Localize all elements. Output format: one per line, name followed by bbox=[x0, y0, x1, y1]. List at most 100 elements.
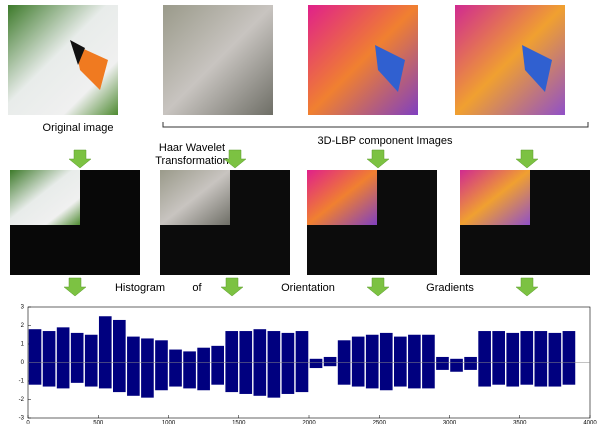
bar bbox=[296, 363, 309, 393]
caption: 3D-LBP component Images bbox=[318, 135, 453, 147]
bar bbox=[282, 333, 295, 363]
bar bbox=[43, 331, 56, 362]
bar bbox=[506, 333, 519, 363]
bar bbox=[141, 338, 154, 362]
bar bbox=[380, 333, 393, 363]
bar bbox=[29, 329, 42, 362]
bar bbox=[338, 340, 351, 362]
bar bbox=[113, 363, 126, 393]
caption: Transformation bbox=[155, 155, 229, 167]
bar bbox=[239, 331, 252, 362]
bar bbox=[85, 363, 98, 387]
arrow bbox=[367, 278, 389, 296]
bar bbox=[520, 331, 533, 362]
x-tick-label: 0 bbox=[26, 421, 30, 424]
bar bbox=[239, 363, 252, 394]
bar bbox=[380, 363, 393, 391]
bar bbox=[127, 337, 140, 363]
bar bbox=[268, 363, 281, 398]
bar bbox=[408, 363, 421, 389]
bar bbox=[422, 335, 435, 363]
bar bbox=[57, 327, 70, 362]
x-tick-label: 500 bbox=[93, 421, 104, 424]
caption: of bbox=[192, 282, 202, 294]
bar bbox=[464, 363, 477, 370]
x-tick-label: 4000 bbox=[583, 421, 597, 424]
bar bbox=[394, 337, 407, 363]
bar bbox=[211, 346, 224, 363]
bar bbox=[225, 331, 238, 362]
bar bbox=[99, 363, 112, 389]
bar bbox=[450, 359, 463, 363]
bar bbox=[225, 363, 238, 393]
bar bbox=[408, 335, 421, 363]
haar-images bbox=[10, 170, 590, 275]
x-tick-label: 3500 bbox=[513, 421, 527, 424]
bar bbox=[492, 331, 505, 362]
bar bbox=[296, 331, 309, 362]
bar bbox=[71, 363, 84, 383]
bar bbox=[99, 316, 112, 362]
bar bbox=[563, 331, 576, 362]
bar bbox=[366, 363, 379, 389]
y-tick-label: 3 bbox=[21, 305, 25, 311]
chart: -3-2-10123050010001500200025003000350040… bbox=[19, 305, 598, 424]
caption: Haar Wavelet bbox=[159, 142, 225, 154]
bar bbox=[197, 363, 210, 391]
bar bbox=[183, 363, 196, 389]
caption: Orientation bbox=[281, 282, 335, 294]
figure: Original image 3D-LBP component Images H… bbox=[0, 0, 605, 424]
bar bbox=[254, 363, 267, 396]
bar bbox=[169, 350, 182, 363]
bar bbox=[549, 333, 562, 363]
bar bbox=[254, 329, 267, 362]
bracket bbox=[163, 122, 588, 127]
figure-canvas: Original image 3D-LBP component Images H… bbox=[0, 0, 605, 424]
x-tick-label: 1500 bbox=[232, 421, 246, 424]
bar bbox=[155, 340, 168, 362]
bar bbox=[535, 331, 548, 362]
bar bbox=[85, 335, 98, 363]
bar bbox=[436, 363, 449, 370]
bar bbox=[520, 363, 533, 385]
caption: Gradients bbox=[426, 282, 474, 294]
arrow bbox=[64, 278, 86, 296]
bar bbox=[324, 357, 337, 363]
y-tick-label: 2 bbox=[21, 323, 25, 329]
bar bbox=[422, 363, 435, 389]
bar bbox=[57, 363, 70, 389]
top-images bbox=[8, 5, 565, 115]
bar bbox=[71, 333, 84, 363]
arrow bbox=[221, 278, 243, 296]
arrow bbox=[516, 150, 538, 168]
bar bbox=[338, 363, 351, 385]
x-tick-label: 3000 bbox=[443, 421, 457, 424]
bar bbox=[478, 331, 491, 362]
bar bbox=[211, 363, 224, 385]
y-tick-label: -3 bbox=[19, 416, 25, 422]
bar bbox=[478, 363, 491, 387]
bar bbox=[366, 335, 379, 363]
x-tick-label: 2500 bbox=[373, 421, 387, 424]
arrow bbox=[69, 150, 91, 168]
bar bbox=[155, 363, 168, 391]
bar bbox=[492, 363, 505, 385]
bar bbox=[535, 363, 548, 387]
bar bbox=[310, 363, 323, 369]
bar bbox=[563, 363, 576, 385]
arrow bbox=[367, 150, 389, 168]
bar bbox=[450, 363, 463, 372]
arrow bbox=[516, 278, 538, 296]
bar bbox=[310, 359, 323, 363]
bar bbox=[394, 363, 407, 387]
caption: Original image bbox=[43, 122, 114, 134]
bar bbox=[352, 337, 365, 363]
bar bbox=[352, 363, 365, 387]
bar bbox=[324, 363, 337, 367]
bar bbox=[43, 363, 56, 387]
y-tick-label: 0 bbox=[21, 360, 25, 366]
caption: Histogram bbox=[115, 282, 165, 294]
bar bbox=[268, 331, 281, 362]
bar bbox=[506, 363, 519, 387]
bar bbox=[197, 348, 210, 363]
